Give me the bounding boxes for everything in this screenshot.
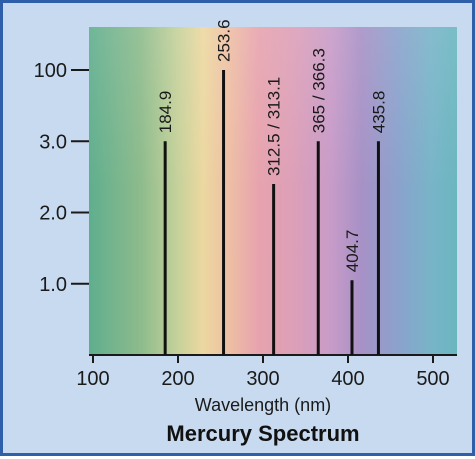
- y-tick-label: 1.0: [39, 274, 67, 296]
- spectral-line-label: 435.8: [369, 91, 388, 134]
- spectral-line-label: 312.5 / 313.1: [265, 77, 284, 176]
- x-axis-title: Wavelength (nm): [195, 395, 331, 415]
- spectral-lines: 184.9 253.6 312.5 / 313.1 365 / 366.3 404.7 4…: [156, 19, 388, 355]
- axes: 100 200 300 400 500 1.0 2.0 3.0 100: [34, 60, 457, 390]
- spectral-line-label: 253.6: [215, 19, 234, 62]
- y-tick-label: 3.0: [39, 131, 67, 153]
- x-tick-label: 300: [246, 368, 279, 390]
- spectral-line-label: 404.7: [343, 230, 362, 273]
- y-tick-label: 100: [34, 60, 67, 82]
- spectral-line-label: 184.9: [156, 91, 175, 134]
- x-tick-label: 200: [161, 368, 194, 390]
- chart-svg: 100 200 300 400 500 1.0 2.0 3.0 100 184.9 253.6 31…: [34, 19, 457, 446]
- chart-title: Mercury Spectrum: [166, 421, 359, 446]
- spectral-line-label: 365 / 366.3: [309, 48, 328, 133]
- x-tick-label: 400: [331, 368, 364, 390]
- x-tick-label: 500: [416, 368, 449, 390]
- y-tick-label: 2.0: [39, 203, 67, 225]
- x-tick-label: 100: [76, 368, 109, 390]
